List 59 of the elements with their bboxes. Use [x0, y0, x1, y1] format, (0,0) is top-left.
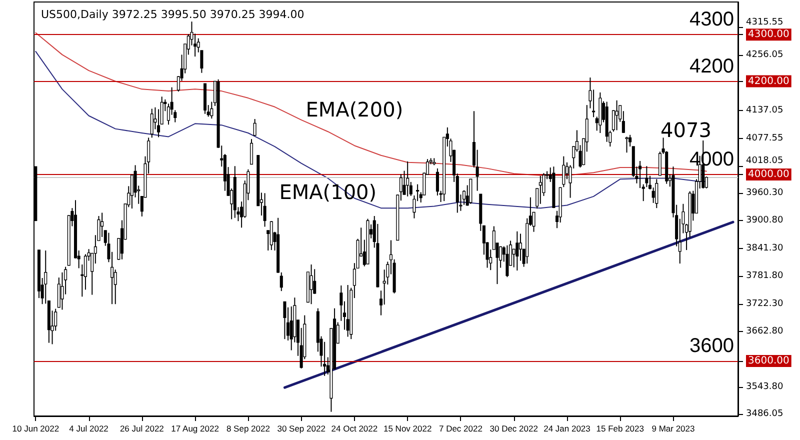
y-tick-label: 4315.55 — [746, 17, 784, 28]
candlestick — [538, 175, 542, 204]
text: US500,Daily 3972.25 3995.50 3970.25 3994.00 — [41, 8, 304, 21]
ref-line-label: 3600 — [690, 334, 734, 357]
x-tick-label: 4 Jul 2022 — [69, 424, 109, 434]
candlestick — [346, 284, 350, 338]
candlestick — [482, 225, 486, 256]
x-tick-label: 30 Dec 2022 — [490, 424, 538, 434]
x-tick-label: 15 Feb 2023 — [596, 424, 644, 434]
candlestick — [655, 178, 658, 209]
y-tick-label: 3722.30 — [746, 298, 784, 309]
x-tick-label: 24 Oct 2022 — [331, 424, 378, 434]
y-tick-label: 4077.55 — [746, 133, 784, 144]
x-tick-label: 8 Sep 2022 — [226, 424, 270, 434]
annotation: 4073 — [660, 118, 712, 142]
candlestick — [652, 187, 655, 204]
candlestick — [625, 136, 628, 154]
candlestick — [645, 166, 648, 188]
x-tick-label: 15 Nov 2022 — [383, 424, 432, 434]
candlestick — [516, 230, 519, 272]
y-tick-label: 3486.05 — [746, 409, 784, 420]
y-tick-label: 4300.00 — [748, 29, 790, 40]
candlestick — [283, 301, 286, 340]
candlestick — [592, 89, 596, 118]
y-tick-label: 4200.00 — [748, 76, 790, 87]
candlestick — [518, 233, 522, 262]
x-tick-label: 24 Jan 2023 — [544, 424, 591, 434]
y-tick-label: 4000.00 — [748, 169, 790, 180]
ref-line-label: 4200 — [690, 55, 734, 78]
x-tick-label: 10 Jun 2022 — [12, 424, 60, 434]
candlestick — [469, 178, 472, 204]
y-tick-label: 3960.30 — [746, 188, 784, 198]
x-tick-label: 9 Mar 2023 — [652, 424, 696, 434]
candlestick — [506, 244, 509, 278]
candlestick — [638, 160, 642, 189]
y-tick-label: 3841.30 — [746, 243, 784, 254]
y-tick-label: 3662.80 — [746, 326, 784, 337]
ref-line-label: 4300 — [690, 8, 734, 31]
x-tick-label: 30 Sep 2022 — [277, 424, 326, 434]
candlestick — [263, 192, 266, 228]
series-label: EMA(200) — [306, 98, 404, 122]
candlestick — [270, 220, 273, 251]
y-tick-label: 4018.05 — [746, 156, 784, 166]
x-tick-label: 7 Dec 2022 — [438, 424, 483, 434]
candlestick — [406, 160, 410, 197]
y-tick-label: 3900.80 — [746, 216, 784, 226]
candlestick — [615, 100, 618, 131]
candlestick — [253, 118, 256, 136]
candlestick — [150, 108, 154, 138]
candlestick — [310, 264, 313, 305]
candlestick — [562, 156, 566, 188]
x-tick-label: 26 Jul 2022 — [120, 424, 164, 434]
candlestick — [250, 138, 254, 165]
y-tick-label: 4137.05 — [746, 106, 784, 116]
y-tick-label: 3600.00 — [748, 355, 790, 366]
y-tick-label: 4256.05 — [746, 50, 784, 60]
x-tick-label: 17 Aug 2022 — [171, 424, 220, 434]
y-tick-label: 3543.80 — [746, 382, 784, 392]
y-tick-label: 3781.80 — [746, 271, 784, 282]
